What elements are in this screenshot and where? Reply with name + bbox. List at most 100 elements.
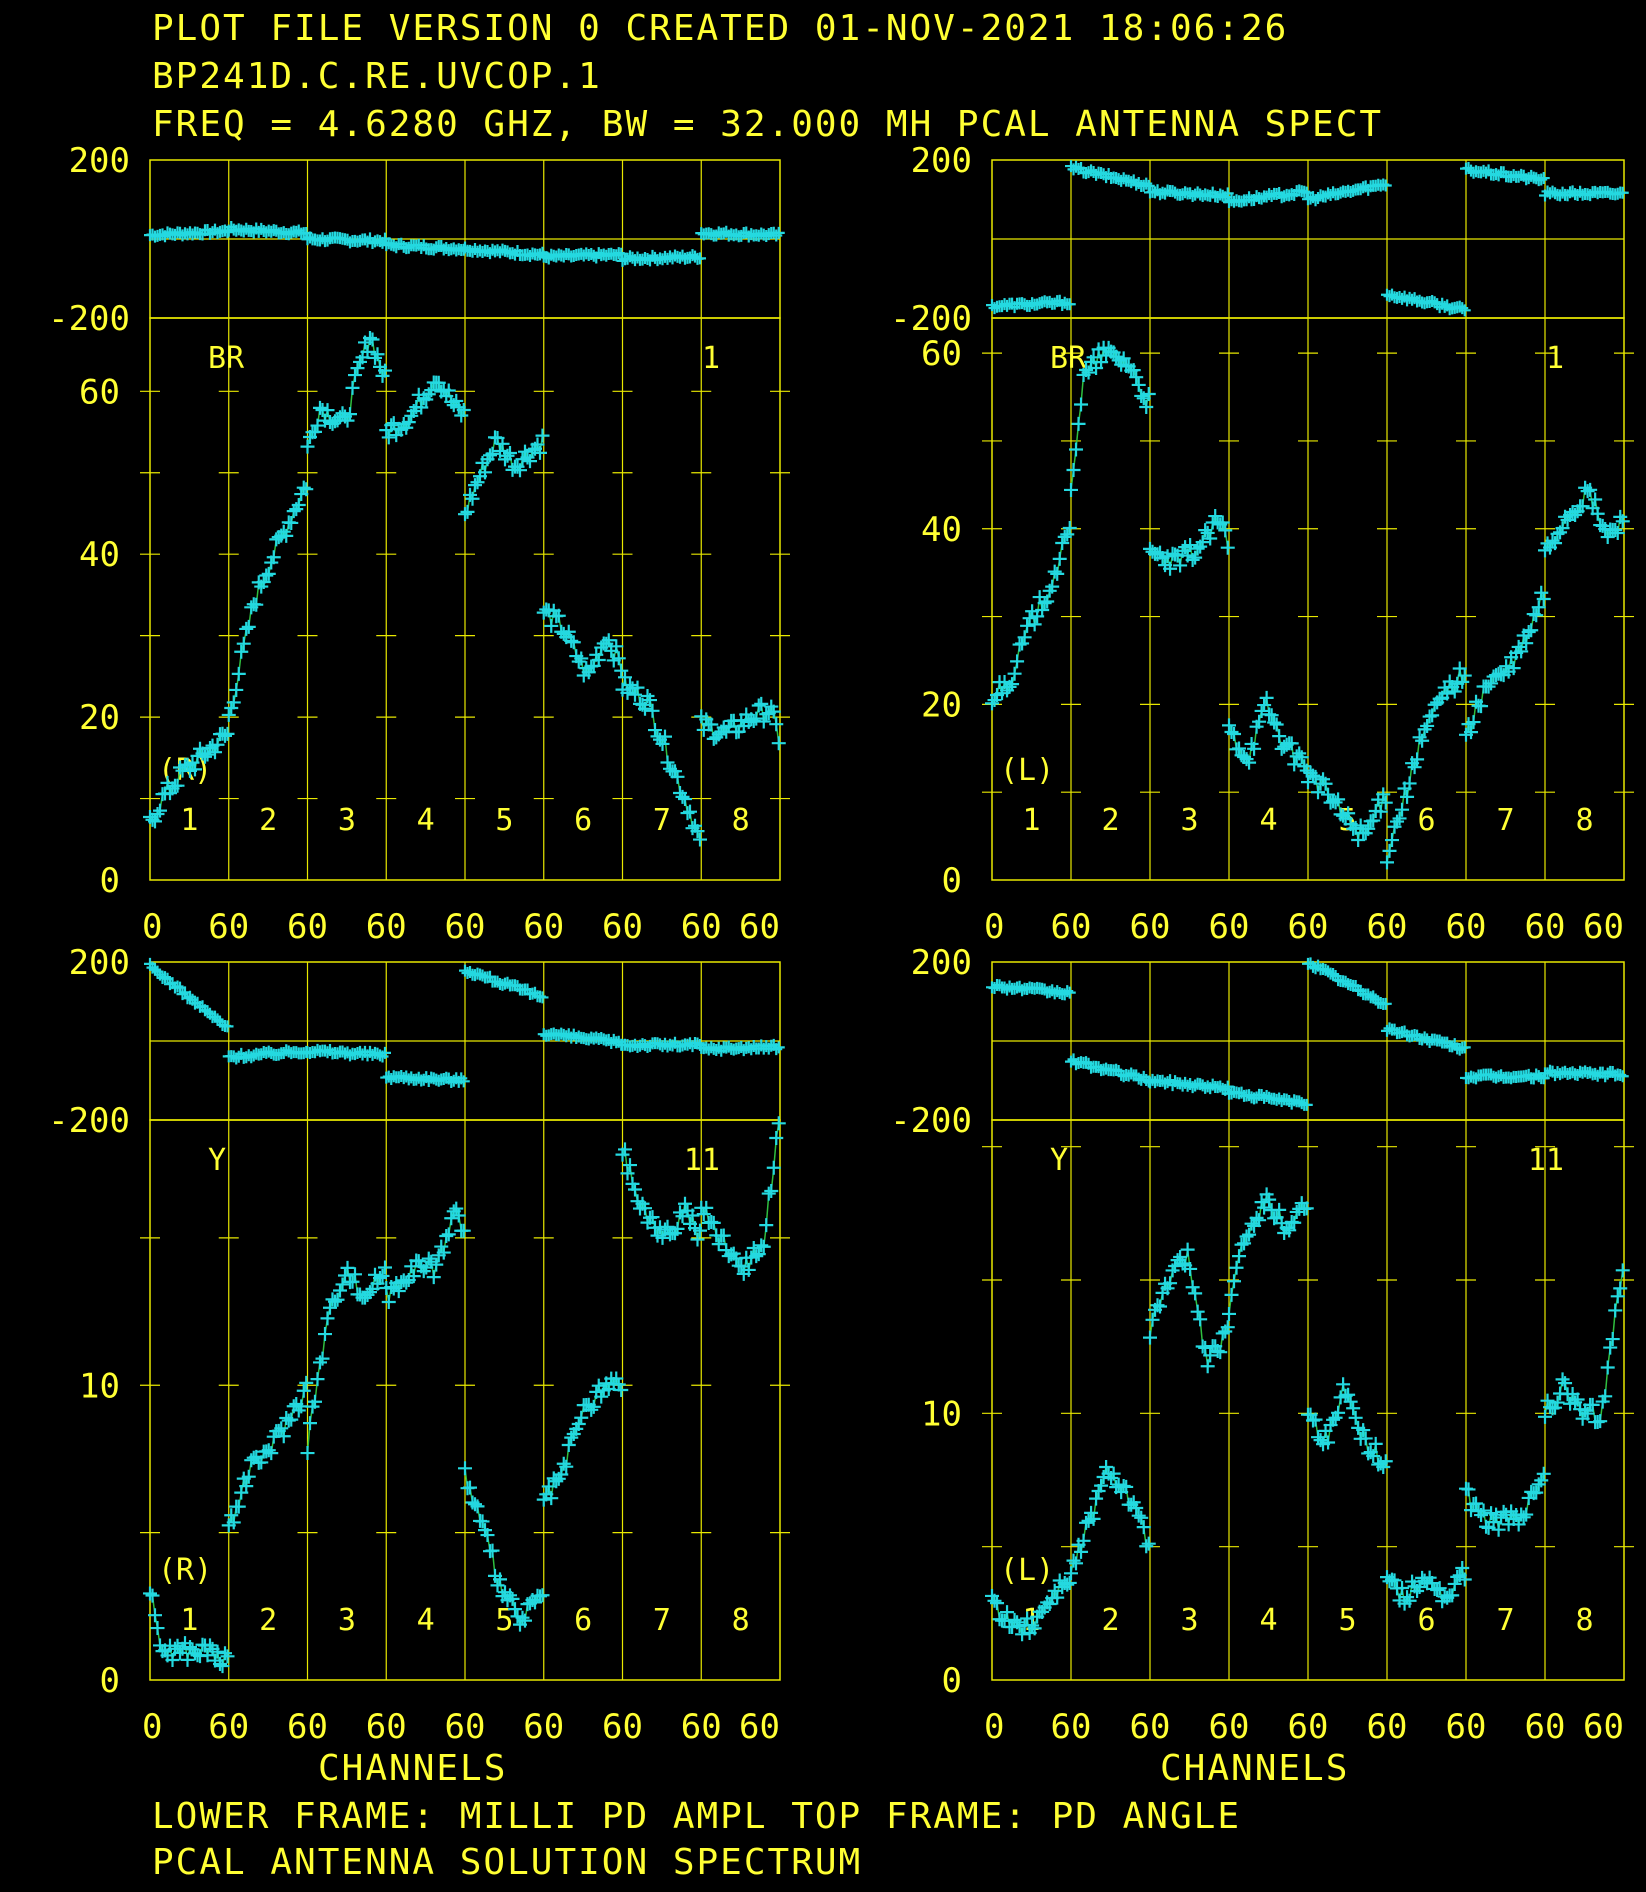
amplitude-point — [1575, 499, 1590, 514]
amplitude-point — [1555, 1372, 1570, 1387]
amplitude-point — [1385, 833, 1400, 848]
amplitude-point — [1203, 531, 1218, 546]
source-number-label: 1 — [1546, 341, 1564, 376]
amplitude-point — [1064, 1566, 1078, 1581]
phase-point — [1142, 179, 1155, 192]
amplitude-point — [1139, 1539, 1154, 1554]
amplitude-point — [1376, 1460, 1391, 1475]
amplitude-point — [1595, 518, 1610, 533]
amplitude-tick-label: 40 — [79, 535, 120, 575]
amplitude-point — [503, 446, 517, 461]
x-tick-label: 60 — [1525, 907, 1566, 947]
amplitude-point — [1153, 1299, 1168, 1314]
amplitude-point — [1232, 741, 1247, 756]
amplitude-point — [429, 1257, 444, 1272]
amplitude-point — [660, 755, 675, 770]
if-number-label: 2 — [259, 803, 277, 838]
amplitude-point — [1450, 1569, 1465, 1584]
amplitude-point — [1247, 741, 1262, 756]
amplitude-point — [690, 824, 705, 839]
amplitude-point — [1227, 1274, 1242, 1289]
amplitude-point — [1425, 708, 1440, 723]
if-number-label: 8 — [1575, 803, 1593, 838]
amplitude-point — [683, 804, 697, 819]
x-tick-label: 0 — [142, 1707, 162, 1747]
if-number-label: 2 — [1101, 803, 1119, 838]
amplitude-point — [1284, 736, 1299, 751]
if-number-label: 7 — [653, 1603, 671, 1638]
amplitude-point — [699, 1200, 714, 1215]
amplitude-point — [1069, 442, 1084, 457]
amplitude-point — [1331, 792, 1346, 807]
amplitude-point — [1064, 482, 1078, 497]
amplitude-point — [1521, 625, 1536, 640]
amplitude-point — [1583, 482, 1598, 497]
amplitude-point — [1608, 1303, 1623, 1318]
source-number-label: 11 — [1528, 1143, 1564, 1178]
amplitude-point — [638, 1201, 652, 1216]
amplitude-point — [1134, 388, 1149, 403]
amplitude-point — [313, 1355, 327, 1370]
amplitude-point — [441, 1227, 456, 1242]
amplitude-point — [1531, 600, 1546, 615]
amplitude-point — [1094, 1478, 1109, 1493]
amplitude-point — [363, 1285, 377, 1300]
amplitude-point — [1529, 608, 1544, 623]
x-axis-label-left: CHANNELS — [318, 1748, 507, 1789]
amplitude-point — [1081, 365, 1096, 380]
amplitude-point — [658, 729, 672, 744]
amplitude-point — [1126, 363, 1141, 378]
amplitude-point — [594, 1389, 609, 1404]
amplitude-point — [456, 1223, 471, 1238]
amplitude-point — [333, 1283, 347, 1298]
amplitude-point — [1550, 1395, 1565, 1410]
amplitude-point — [1195, 535, 1210, 550]
header-line-2: BP241D.C.RE.UVCOP.1 — [152, 56, 602, 97]
amplitude-point — [1249, 1210, 1264, 1225]
if-number-label: 4 — [1259, 803, 1277, 838]
amplitude-point — [381, 1295, 396, 1310]
if-number-label: 7 — [1496, 1603, 1514, 1638]
amplitude-point — [990, 1596, 1005, 1611]
amplitude-point — [150, 1621, 165, 1636]
amplitude-point — [761, 1186, 776, 1201]
amplitude-point — [441, 383, 456, 398]
amplitude-point — [343, 407, 357, 422]
amplitude-point — [1415, 733, 1430, 748]
amplitude-point — [1548, 536, 1563, 551]
amplitude-point — [754, 696, 769, 711]
x-tick-label: 60 — [1583, 1707, 1624, 1747]
x-tick-label: 0 — [984, 907, 1004, 947]
amplitude-point — [1129, 370, 1144, 385]
amplitude-point — [1519, 636, 1534, 651]
amplitude-point — [299, 482, 314, 497]
x-tick-label: 60 — [366, 1707, 407, 1747]
amplitude-point — [513, 463, 527, 478]
amplitude-point — [1422, 709, 1437, 724]
amplitude-point — [1116, 351, 1131, 366]
amplitude-trace — [1465, 1473, 1545, 1530]
header-line-3: FREQ = 4.6280 GHZ, BW = 32.000 MH PCAL A… — [152, 104, 1383, 145]
amplitude-point — [1050, 1590, 1065, 1605]
amplitude-point — [1224, 1287, 1239, 1302]
amplitude-point — [1015, 1627, 1030, 1642]
amplitude-point — [1585, 1397, 1600, 1412]
amplitude-point — [1017, 630, 1032, 645]
amplitude-point — [1514, 644, 1529, 659]
if-number-label: 3 — [1180, 803, 1198, 838]
amplitude-point — [1000, 1605, 1015, 1620]
amplitude-point — [401, 415, 416, 430]
antenna-label: Y — [1050, 1143, 1068, 1178]
amplitude-point — [431, 375, 446, 390]
phase-tick-label: -200 — [48, 299, 130, 339]
amplitude-point — [148, 814, 162, 829]
phase-point — [1614, 1069, 1627, 1082]
amplitude-point — [518, 444, 532, 459]
amplitude-point — [320, 403, 335, 418]
amplitude-point — [1220, 540, 1235, 555]
amplitude-point — [1351, 833, 1366, 848]
amplitude-point — [628, 1182, 642, 1197]
amplitude-point — [239, 1479, 254, 1494]
panel-grid: 200-2006040200BR1(R)12345678060606060606… — [48, 141, 1634, 1747]
phase-point — [1221, 187, 1234, 200]
